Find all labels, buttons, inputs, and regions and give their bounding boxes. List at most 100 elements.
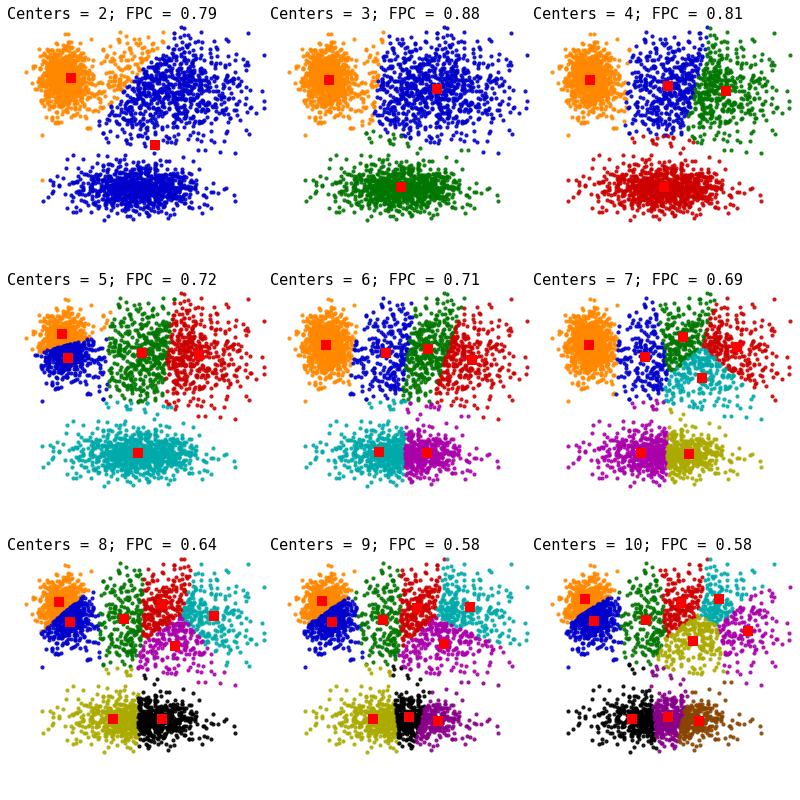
Point (445, 398, 458, 411)
Point (64, 79, 77, 92)
Point (578, 610, 591, 623)
Point (644, 722, 657, 735)
Point (208, 340, 221, 353)
Point (404, 380, 417, 393)
Point (59, 58, 72, 70)
Point (635, 193, 648, 206)
Point (662, 93, 674, 106)
Point (728, 82, 741, 94)
Point (149, 182, 162, 194)
Point (199, 74, 212, 86)
Point (430, 382, 443, 394)
Point (186, 60, 199, 73)
Point (70, 86, 83, 98)
Point (316, 61, 329, 74)
Point (338, 356, 350, 369)
Point (375, 76, 388, 89)
Point (646, 134, 658, 147)
Point (343, 378, 356, 390)
Point (308, 604, 321, 617)
Point (171, 100, 184, 113)
Point (118, 84, 130, 97)
Point (188, 713, 201, 726)
Point (330, 328, 343, 341)
Point (623, 424, 636, 437)
Point (634, 457, 647, 470)
Point (571, 73, 584, 86)
Point (150, 176, 162, 189)
Point (678, 642, 690, 654)
Point (585, 323, 598, 336)
Point (317, 57, 330, 70)
Point (602, 177, 615, 190)
Point (158, 447, 170, 460)
Point (685, 713, 698, 726)
Point (99, 598, 112, 611)
Point (153, 451, 166, 464)
Point (439, 702, 452, 714)
Point (54, 83, 67, 96)
Point (666, 577, 679, 590)
Point (49, 75, 62, 88)
Point (45, 582, 58, 594)
Point (114, 167, 127, 180)
Point (431, 293, 444, 306)
Point (106, 582, 118, 595)
Point (103, 170, 116, 182)
Point (623, 586, 636, 599)
Point (658, 129, 670, 142)
Point (698, 617, 711, 630)
Point (412, 382, 425, 394)
Point (160, 472, 173, 485)
Point (33, 342, 46, 354)
Point (429, 718, 442, 730)
Point (186, 421, 199, 434)
Point (410, 326, 422, 338)
Point (727, 635, 740, 648)
Point (575, 91, 588, 104)
Point (481, 639, 494, 652)
Point (74, 86, 87, 99)
Point (172, 327, 185, 340)
Point (598, 586, 610, 598)
Point (58, 601, 70, 614)
Point (410, 61, 423, 74)
Point (134, 695, 146, 708)
Point (322, 346, 335, 359)
Point (311, 352, 324, 365)
Point (314, 334, 326, 346)
Point (240, 329, 253, 342)
Point (201, 345, 214, 358)
Point (653, 447, 666, 460)
Point (195, 625, 208, 638)
Point (579, 73, 592, 86)
Point (456, 694, 469, 707)
Point (490, 720, 503, 733)
Point (406, 440, 419, 453)
Point (129, 698, 142, 711)
Point (706, 638, 718, 651)
Point (590, 342, 602, 354)
Point (66, 331, 79, 344)
Point (678, 173, 691, 186)
Point (126, 183, 138, 196)
Point (57, 347, 70, 360)
Point (114, 180, 127, 193)
Point (422, 708, 435, 721)
Point (422, 53, 434, 66)
Point (371, 184, 384, 197)
Point (679, 438, 692, 451)
Point (336, 338, 349, 351)
Point (366, 183, 379, 196)
Point (679, 705, 692, 718)
Point (178, 85, 191, 98)
Point (398, 447, 411, 460)
Point (74, 358, 87, 371)
Point (162, 193, 174, 206)
Point (330, 50, 342, 63)
Point (407, 734, 420, 747)
Point (210, 112, 222, 125)
Point (725, 598, 738, 610)
Point (26, 342, 38, 355)
Point (674, 710, 687, 722)
